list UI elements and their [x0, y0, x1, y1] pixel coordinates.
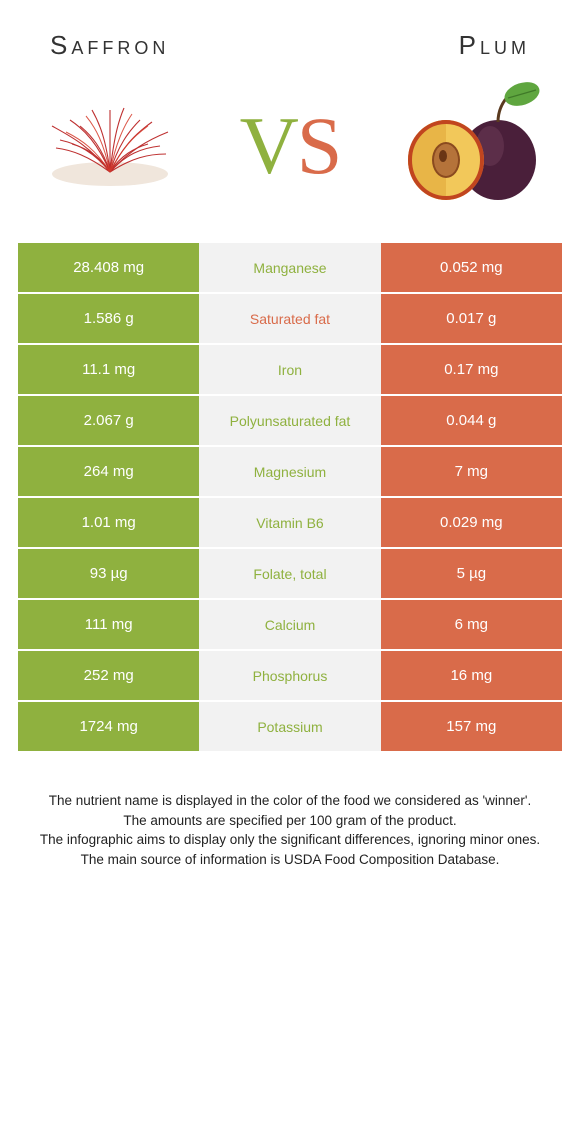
cell-nutrient-name: Potassium	[199, 702, 380, 751]
cell-left-value: 1.586 g	[18, 294, 199, 343]
table-row: 1724 mgPotassium157 mg	[18, 700, 562, 751]
table-row: 111 mgCalcium6 mg	[18, 598, 562, 649]
table-row: 28.408 mgManganese0.052 mg	[18, 241, 562, 292]
header-left-label: Saffron	[50, 30, 169, 61]
table-row: 11.1 mgIron0.17 mg	[18, 343, 562, 394]
vs-v-letter: V	[240, 100, 297, 191]
footer-notes: The nutrient name is displayed in the co…	[0, 751, 580, 869]
footer-line-4: The main source of information is USDA F…	[22, 850, 558, 870]
cell-right-value: 0.017 g	[381, 294, 562, 343]
cell-right-value: 7 mg	[381, 447, 562, 496]
cell-left-value: 11.1 mg	[18, 345, 199, 394]
saffron-image	[30, 76, 190, 216]
plum-image	[390, 76, 550, 216]
footer-line-2: The amounts are specified per 100 gram o…	[22, 811, 558, 831]
table-row: 1.586 gSaturated fat0.017 g	[18, 292, 562, 343]
cell-right-value: 157 mg	[381, 702, 562, 751]
cell-left-value: 252 mg	[18, 651, 199, 700]
table-row: 1.01 mgVitamin B60.029 mg	[18, 496, 562, 547]
cell-nutrient-name: Magnesium	[199, 447, 380, 496]
table-row: 264 mgMagnesium7 mg	[18, 445, 562, 496]
cell-nutrient-name: Saturated fat	[199, 294, 380, 343]
cell-nutrient-name: Vitamin B6	[199, 498, 380, 547]
cell-left-value: 1.01 mg	[18, 498, 199, 547]
header-right-label: Plum	[459, 30, 530, 61]
images-row: VS	[0, 71, 580, 241]
cell-right-value: 0.029 mg	[381, 498, 562, 547]
table-row: 252 mgPhosphorus16 mg	[18, 649, 562, 700]
cell-nutrient-name: Folate, total	[199, 549, 380, 598]
cell-right-value: 0.17 mg	[381, 345, 562, 394]
cell-right-value: 5 µg	[381, 549, 562, 598]
cell-left-value: 28.408 mg	[18, 243, 199, 292]
cell-right-value: 0.044 g	[381, 396, 562, 445]
infographic-container: Saffron Plum	[0, 0, 580, 869]
cell-right-value: 6 mg	[381, 600, 562, 649]
cell-nutrient-name: Calcium	[199, 600, 380, 649]
cell-nutrient-name: Polyunsaturated fat	[199, 396, 380, 445]
table-row: 2.067 gPolyunsaturated fat0.044 g	[18, 394, 562, 445]
cell-nutrient-name: Phosphorus	[199, 651, 380, 700]
cell-left-value: 111 mg	[18, 600, 199, 649]
vs-s-letter: S	[297, 100, 341, 191]
footer-line-1: The nutrient name is displayed in the co…	[22, 791, 558, 811]
cell-left-value: 264 mg	[18, 447, 199, 496]
cell-left-value: 93 µg	[18, 549, 199, 598]
cell-right-value: 16 mg	[381, 651, 562, 700]
table-row: 93 µgFolate, total5 µg	[18, 547, 562, 598]
cell-left-value: 2.067 g	[18, 396, 199, 445]
cell-nutrient-name: Manganese	[199, 243, 380, 292]
cell-right-value: 0.052 mg	[381, 243, 562, 292]
header-row: Saffron Plum	[0, 0, 580, 71]
cell-nutrient-name: Iron	[199, 345, 380, 394]
cell-left-value: 1724 mg	[18, 702, 199, 751]
nutrient-table: 28.408 mgManganese0.052 mg1.586 gSaturat…	[18, 241, 562, 751]
vs-label: VS	[240, 99, 341, 193]
footer-line-3: The infographic aims to display only the…	[22, 830, 558, 850]
